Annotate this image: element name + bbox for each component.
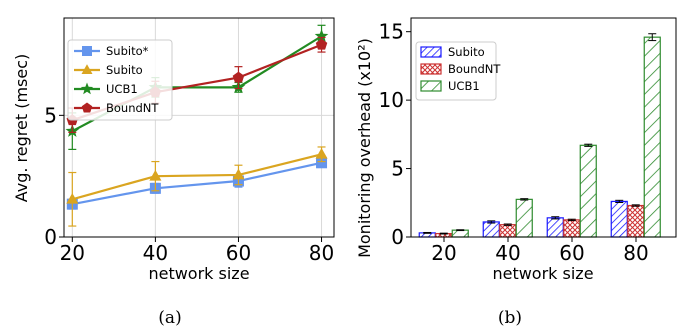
legend-label: Subito [106,63,143,77]
chart-a-ylabel: Avg. regret (msec) [12,54,31,203]
chart-b-yticks: 0 5 10 15 [379,20,411,249]
legend-swatch [420,63,442,75]
data-point [314,29,329,43]
y-tick-label: 5 [391,157,404,181]
legend-label: BoundNT [448,62,501,76]
bar-series-subito [418,199,628,238]
chart-b-bars [418,33,661,238]
y-tick-label: 0 [391,225,404,249]
chart-b-frame [410,17,677,238]
chart-b: 20 40 60 80 0 5 10 15 network size Monitoring … [355,17,677,328]
x-tick-label: 80 [309,241,334,265]
chart-a-caption: (a) [158,308,181,328]
data-point [316,157,328,169]
y-tick-label: 15 [379,20,404,44]
x-tick-label: 60 [226,241,251,265]
bar [627,204,645,238]
y-tick-label: 0 [44,225,57,249]
series-subito [66,146,328,227]
legend-label: Subito [448,45,485,59]
chart-b-ylabel: Monitoring overhead (x10²) [355,38,374,258]
chart-b-xlabel: network size [492,264,593,283]
chart-b-xticks: 20 40 60 80 [431,237,649,265]
data-point [315,38,328,50]
legend-swatch [420,80,442,92]
chart-a-frame [63,17,335,238]
bar [499,224,517,238]
x-tick-label: 20 [431,241,456,265]
legend-marker [81,64,93,74]
data-point [232,71,245,83]
x-tick-label: 20 [60,241,85,265]
series-line [72,161,322,206]
legend-marker [82,46,92,56]
data-point [149,169,162,181]
bar [451,229,469,238]
chart-a-yticks: 05 [44,103,64,249]
chart-b-legend: Subito BoundNT UCB1 [415,41,501,101]
series-line [72,153,322,201]
series-subito- [66,157,328,210]
legend-label: BoundNT [106,101,159,115]
chart-a-xticks: 20 40 60 80 [60,237,334,265]
data-point [66,192,79,204]
x-tick-label: 80 [623,241,648,265]
chart-a: 20 40 60 80 05 network size Avg. regret (ms… [12,17,335,328]
y-tick-label: 10 [379,88,404,112]
x-tick-label: 40 [495,241,520,265]
y-tick-label: 5 [44,103,57,127]
bar [515,198,533,238]
chart-b-caption: (b) [498,308,522,328]
data-point [315,147,328,159]
legend-swatch [420,46,442,58]
chart-a-xlabel: network size [148,264,249,283]
x-tick-label: 40 [143,241,168,265]
bar [563,219,581,238]
chart-a-legend: Subito* Subito UCB1 BoundNT [67,39,173,121]
legend-label: Subito* [106,44,149,58]
x-tick-label: 60 [559,241,584,265]
chart-a-legend-box [67,39,173,121]
bar [610,200,628,238]
bar [482,221,500,238]
legend-label: UCB1 [106,82,138,96]
bar [643,36,661,238]
bar [546,217,564,238]
data-point [232,168,245,180]
legend-label: UCB1 [448,79,480,93]
bar [579,144,597,238]
legend-marker [81,102,93,113]
bar-series-ucb1 [451,33,661,238]
legend-marker [80,82,94,95]
